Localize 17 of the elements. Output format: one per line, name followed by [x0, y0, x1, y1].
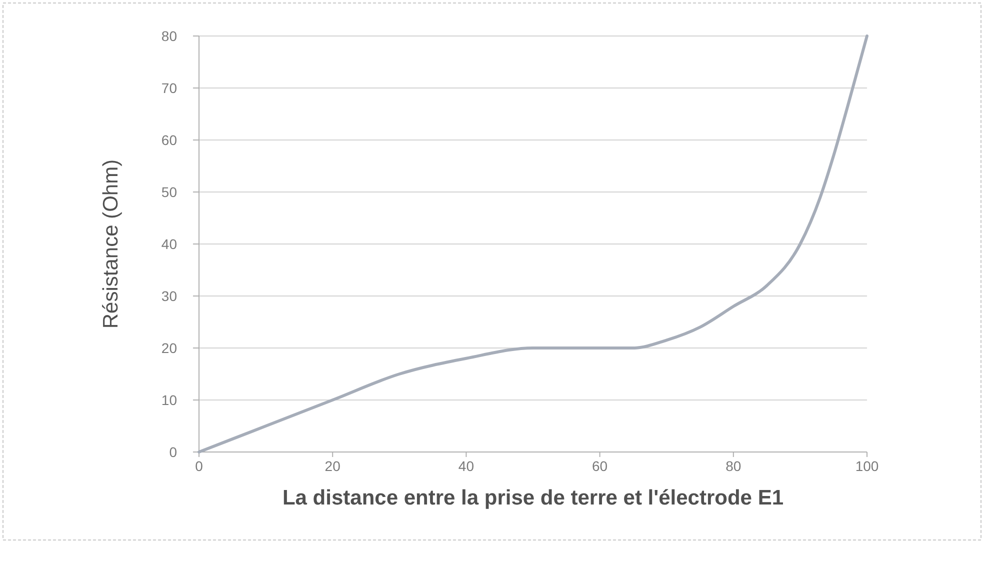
y-tick-label: 50	[161, 184, 178, 200]
x-tick-label: 20	[324, 458, 341, 474]
x-tick-label: 0	[195, 458, 204, 474]
y-axis-title: Résistance (Ohm)	[99, 159, 122, 329]
y-tick-label: 40	[161, 236, 178, 252]
y-tick-label: 60	[161, 132, 178, 148]
y-tick-label: 20	[161, 340, 178, 356]
x-tick-label: 100	[855, 458, 879, 474]
y-tick-label: 30	[161, 288, 178, 304]
y-tick-label: 70	[161, 80, 178, 96]
x-tick-label: 40	[458, 458, 474, 474]
y-tick-label: 0	[169, 444, 178, 460]
x-tick-label: 80	[726, 458, 742, 474]
y-tick-label: 80	[161, 28, 178, 44]
y-tick-label: 10	[161, 392, 178, 408]
x-axis-title: La distance entre la prise de terre et l'électrode E1	[282, 486, 784, 510]
x-tick-label: 60	[592, 458, 608, 474]
